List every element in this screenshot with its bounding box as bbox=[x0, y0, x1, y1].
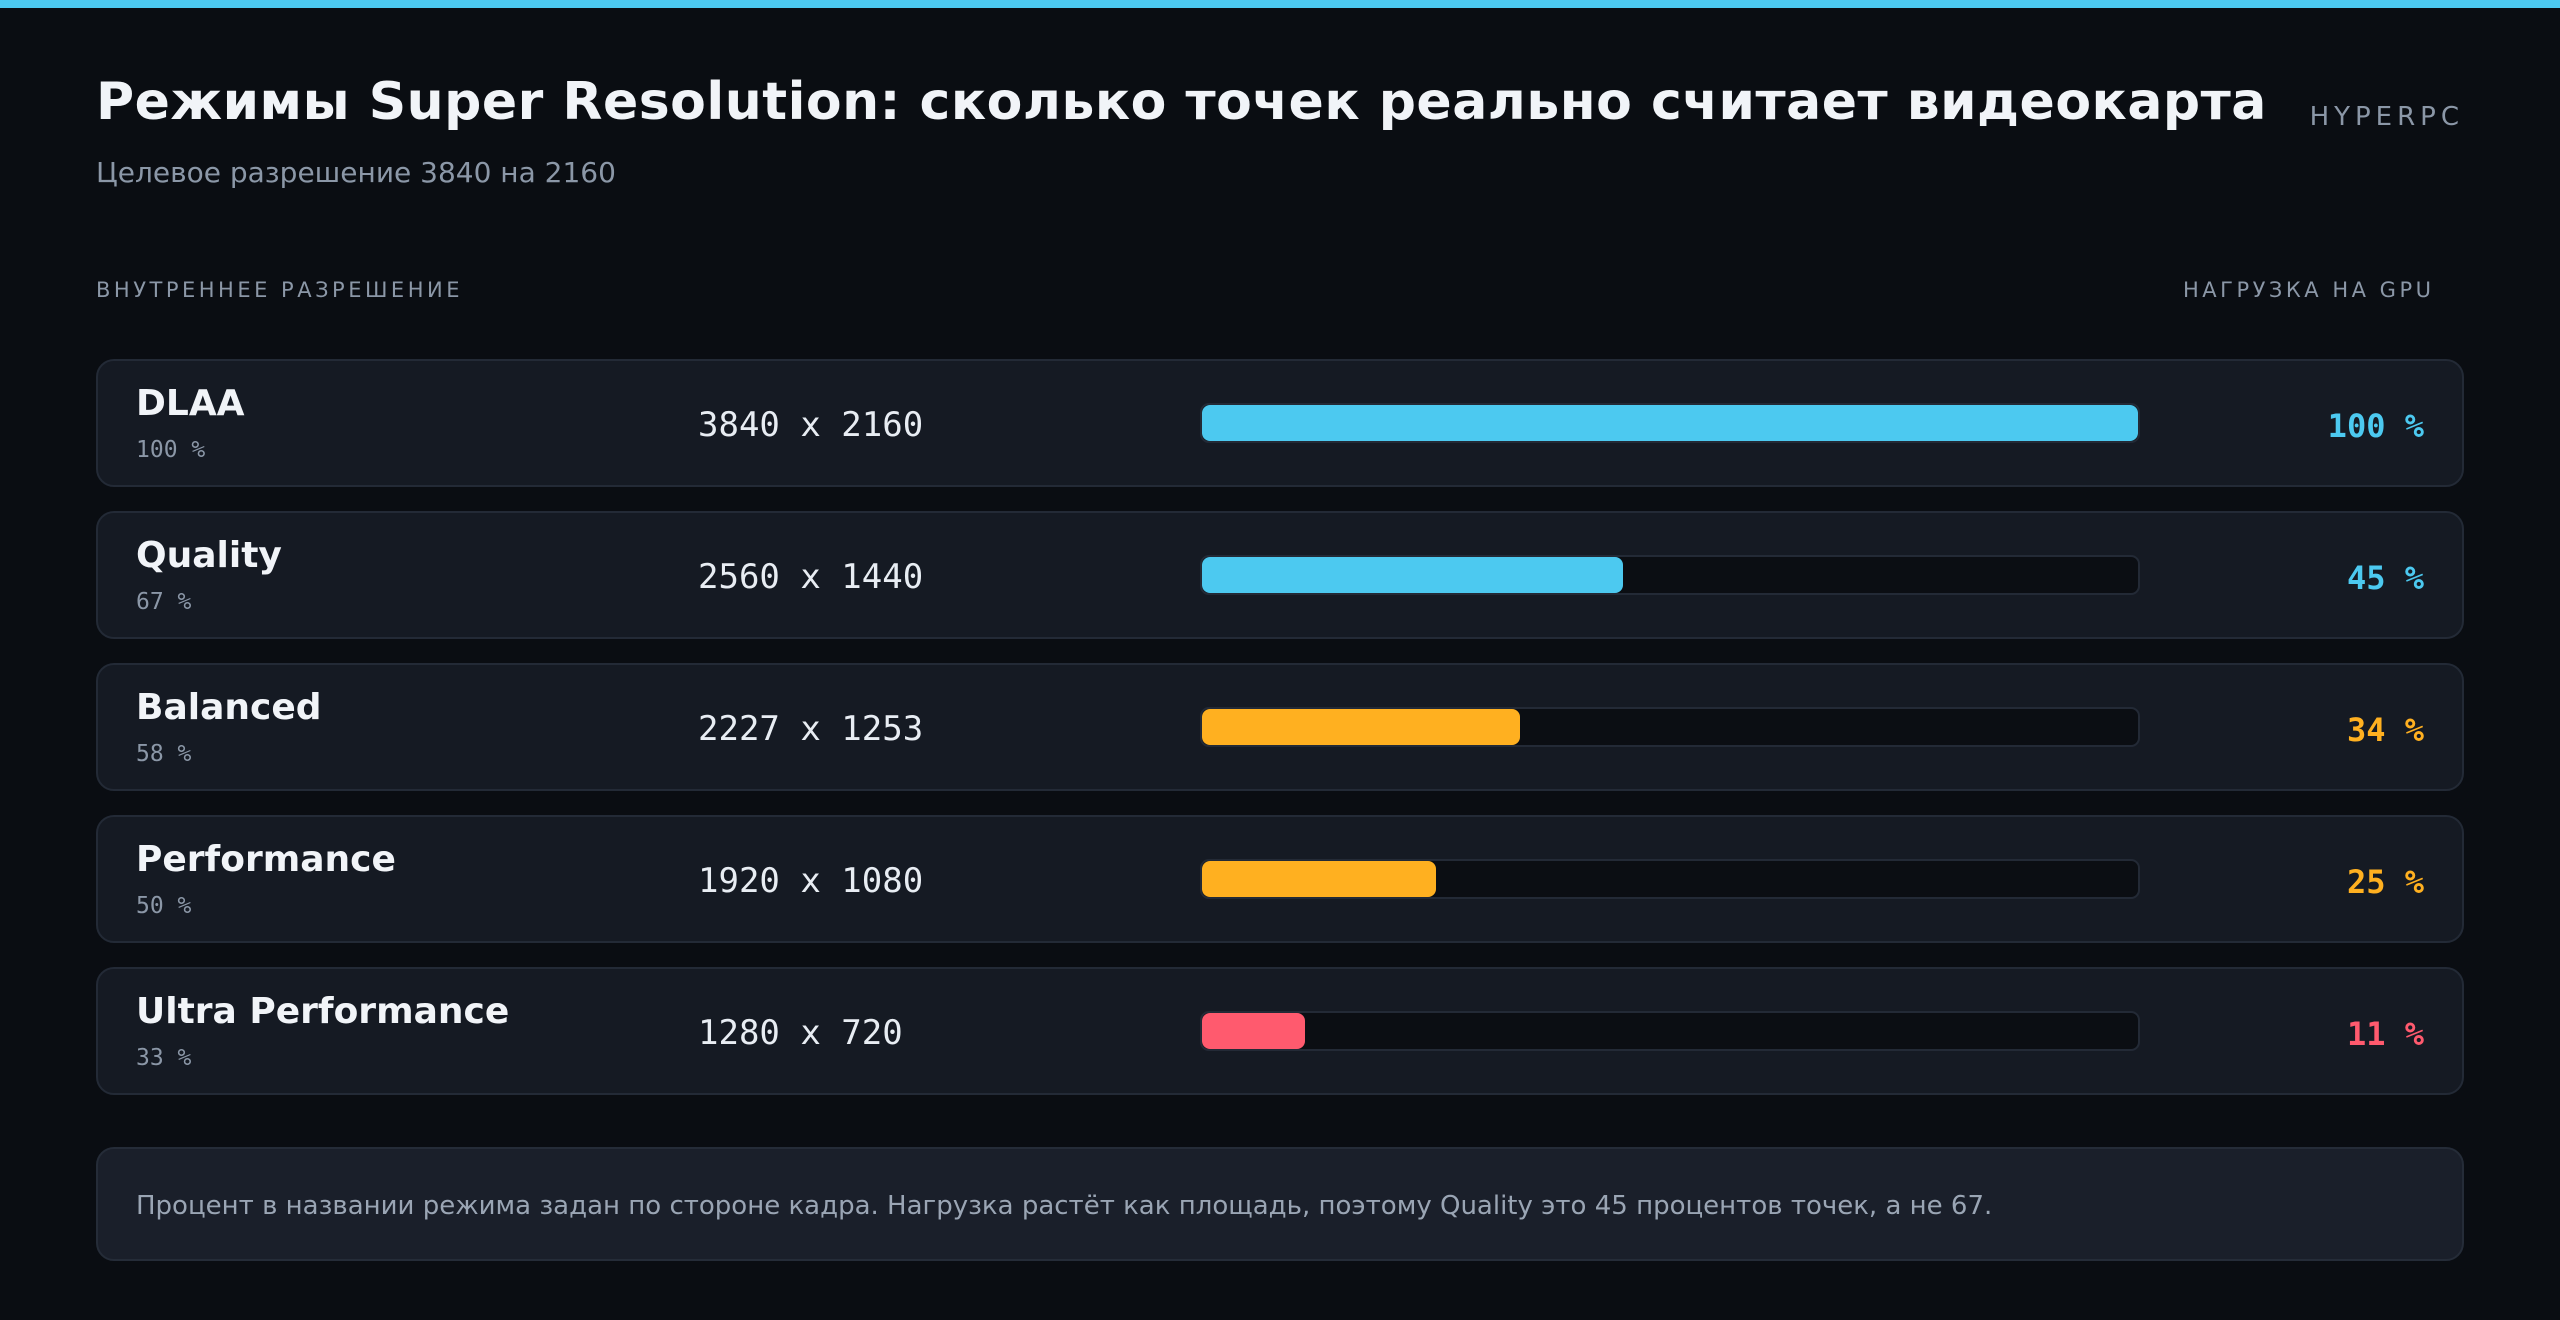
gpu-load-value: 25 % bbox=[2346, 863, 2424, 901]
bar-fill bbox=[1202, 405, 2138, 441]
bar-track bbox=[1200, 1011, 2140, 1051]
bar-track bbox=[1200, 555, 2140, 595]
bar-track bbox=[1200, 859, 2140, 899]
column-header-gpu-load: НАГРУЗКА НА GPU bbox=[2183, 278, 2435, 302]
gpu-load-value: 11 % bbox=[2346, 1015, 2424, 1053]
mode-scale-label: 50 % bbox=[136, 893, 192, 919]
top-accent-strip bbox=[0, 0, 2560, 8]
mode-row: Performance 50 % 1920 x 1080 25 % bbox=[96, 815, 2464, 943]
page-subtitle: Целевое разрешение 3840 на 2160 bbox=[96, 156, 616, 189]
mode-row: Balanced 58 % 2227 x 1253 34 % bbox=[96, 663, 2464, 791]
mode-row: Quality 67 % 2560 x 1440 45 % bbox=[96, 511, 2464, 639]
brand-logo-text: HYPERPC bbox=[2309, 102, 2464, 132]
internal-resolution: 2227 x 1253 bbox=[698, 709, 924, 749]
footnote-text: Процент в названии режима задан по сторо… bbox=[136, 1191, 1993, 1221]
gpu-load-value: 34 % bbox=[2346, 711, 2424, 749]
internal-resolution: 2560 x 1440 bbox=[698, 557, 924, 597]
mode-scale-label: 33 % bbox=[136, 1045, 192, 1071]
internal-resolution: 3840 x 2160 bbox=[698, 405, 924, 445]
mode-name: Balanced bbox=[136, 687, 322, 728]
bar-fill bbox=[1202, 709, 1521, 745]
bar-fill bbox=[1202, 1013, 1305, 1049]
gpu-load-value: 45 % bbox=[2346, 559, 2424, 597]
mode-scale-label: 100 % bbox=[136, 437, 206, 463]
page-title: Режимы Super Resolution: сколько точек р… bbox=[96, 72, 2267, 132]
bar-fill bbox=[1202, 861, 1436, 897]
mode-list: DLAA 100 % 3840 x 2160 100 % Quality 67 % 2560… bbox=[96, 359, 2464, 1119]
mode-scale-label: 58 % bbox=[136, 741, 192, 767]
header: Режимы Super Resolution: сколько точек р… bbox=[96, 72, 2464, 202]
bar-fill bbox=[1202, 557, 1624, 593]
internal-resolution: 1280 x 720 bbox=[698, 1013, 903, 1053]
mode-name: Performance bbox=[136, 839, 396, 880]
mode-name: Ultra Performance bbox=[136, 991, 510, 1032]
mode-row: Ultra Performance 33 % 1280 x 720 11 % bbox=[96, 967, 2464, 1095]
mode-name: DLAA bbox=[136, 383, 245, 424]
internal-resolution: 1920 x 1080 bbox=[698, 861, 924, 901]
mode-row: DLAA 100 % 3840 x 2160 100 % bbox=[96, 359, 2464, 487]
gpu-load-value: 100 % bbox=[2327, 407, 2424, 445]
mode-name: Quality bbox=[136, 535, 282, 576]
column-header-resolution: ВНУТРЕННЕЕ РАЗРЕШЕНИЕ bbox=[96, 278, 463, 302]
bar-track bbox=[1200, 707, 2140, 747]
footnote-panel: Процент в названии режима задан по сторо… bbox=[96, 1147, 2464, 1261]
mode-scale-label: 67 % bbox=[136, 589, 192, 615]
bar-track bbox=[1200, 403, 2140, 443]
